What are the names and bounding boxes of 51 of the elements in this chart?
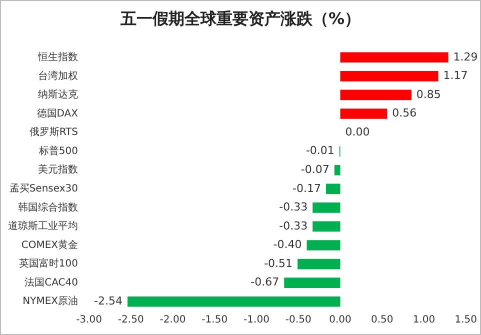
data-label: -0.40: [273, 238, 302, 252]
x-tick-label: 1.50: [454, 314, 477, 326]
bar: [306, 240, 340, 250]
x-tick-label: 0.00: [329, 314, 352, 326]
bar: [340, 71, 438, 82]
x-tick-label: -3.00: [76, 314, 102, 326]
x-tick-label: -1.50: [202, 314, 228, 326]
bar: [340, 90, 412, 100]
data-label: -0.33: [279, 219, 308, 232]
data-label: 1.17: [443, 69, 468, 82]
y-tick-label: COMEX黄金: [21, 238, 78, 251]
y-tick-label: 俄罗斯RTS: [29, 126, 78, 138]
y-tick-label: 标普500: [38, 144, 78, 157]
x-tick-label: -1.00: [244, 314, 270, 326]
y-tick-label: 美元指数: [38, 164, 78, 176]
data-label: -2.54: [94, 294, 123, 308]
data-label: -0.67: [250, 276, 280, 289]
data-label: -0.17: [292, 182, 322, 195]
x-tick-label: 1.00: [412, 314, 436, 326]
data-label: 0.56: [392, 106, 417, 120]
data-label: -0.01: [306, 144, 334, 158]
bar: [340, 52, 448, 63]
y-tick-label: 纳斯达克: [38, 88, 78, 101]
bar: [298, 258, 340, 270]
x-tick-label: -0.50: [285, 314, 312, 326]
bar: [326, 184, 340, 194]
bar: [312, 221, 340, 232]
y-tick-label: 恒生指数: [37, 50, 78, 63]
x-tick-label: 0.50: [370, 314, 394, 326]
y-tick-label: 英国富时100: [18, 258, 78, 270]
y-tick-label: 韩国综合指数: [18, 201, 78, 214]
data-label: -0.51: [264, 256, 293, 270]
y-tick-label: 法国CAC40: [24, 276, 78, 288]
data-label: 1.29: [453, 50, 478, 64]
bar: [312, 202, 340, 213]
bar: [284, 278, 340, 288]
bar: [340, 108, 388, 119]
bar: [334, 164, 340, 176]
bar: [128, 296, 340, 307]
y-tick-label: 台湾加权: [38, 70, 78, 82]
data-label: -0.33: [279, 200, 308, 214]
y-tick-label: 德国DAX: [36, 108, 78, 120]
y-tick-label: NYMEX原油: [22, 295, 78, 308]
x-tick-label: -2.00: [160, 314, 186, 326]
data-label: -0.07: [300, 162, 330, 176]
y-tick-label: 道琼斯工业平均: [8, 220, 78, 232]
y-tick-label: 孟买Sensex30: [9, 183, 78, 194]
data-label: 0.85: [416, 88, 441, 101]
x-tick-label: -2.50: [118, 314, 144, 326]
chart-title: 五一假期全球重要资产涨跌（%）: [119, 9, 362, 30]
data-label: 0.00: [345, 125, 370, 138]
